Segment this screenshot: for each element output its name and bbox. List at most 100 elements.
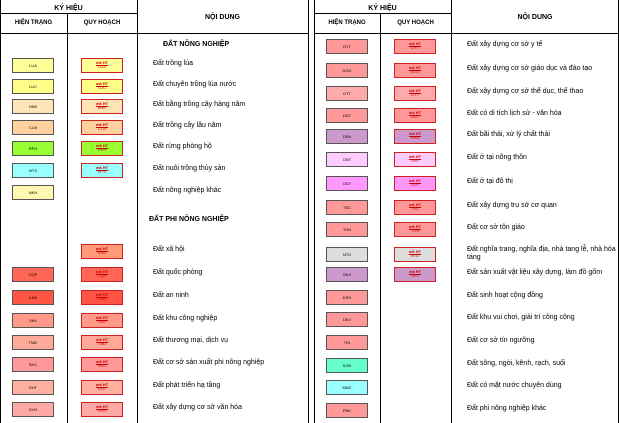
planned-header-left: QUY HOẠCH	[83, 20, 121, 26]
planned-swatch-dgd: mã HT DGD	[394, 62, 436, 78]
planned-code-label: DYT	[411, 45, 419, 50]
planned-marker-label: mã HT	[95, 268, 109, 274]
planned-swatch-skk: mã HT SKK	[81, 312, 123, 328]
planned-code-label: ONT	[410, 158, 420, 163]
planned-marker-label: mã HT	[95, 291, 109, 297]
planned-code-label: DDT	[410, 114, 420, 119]
planned-code-label: DXH	[97, 250, 107, 255]
current-swatch-mnc: MNC	[326, 379, 368, 395]
legend-description: Đất chuyên trồng lúa nước	[153, 81, 237, 88]
current-swatch-ont: ONT	[326, 151, 368, 167]
current-swatch-dvh: DVH	[12, 401, 54, 417]
legend-description: Đất rừng phòng hộ	[153, 143, 212, 150]
planned-marker-label: mã HT	[95, 403, 109, 409]
planned-code-label: DTT	[411, 92, 419, 97]
planned-code-label: ODT	[410, 182, 420, 187]
planned-marker-label: mã HT	[408, 87, 422, 93]
legend-description: Đất khu vui chơi, giải trí công cộng	[467, 314, 575, 321]
planned-header-right: QUY HOẠCH	[397, 20, 434, 26]
planned-swatch-luc: mã HT LUC	[81, 78, 123, 94]
planned-marker-label: mã HT	[408, 64, 422, 70]
current-swatch-lua: LUA	[12, 57, 54, 73]
current-swatch-skk: SKK	[12, 312, 54, 328]
planned-marker-label: mã HT	[408, 201, 422, 207]
planned-code-label: SKX	[410, 273, 419, 278]
current-swatch-dgd: DGD	[326, 62, 368, 78]
current-swatch-pnk: PNK	[326, 402, 368, 418]
legend-description: Đất khu công nghiệp	[153, 315, 218, 322]
content-header-left: NỘI DUNG	[205, 14, 240, 21]
planned-swatch-skx: mã HT SKX	[394, 266, 436, 282]
planned-swatch-ton: mã HT TON	[394, 221, 436, 237]
planned-marker-label: mã HT	[95, 381, 109, 387]
planned-marker-label: mã HT	[408, 223, 422, 229]
content-header-right: NỘI DUNG	[517, 14, 553, 21]
planned-swatch-dra: mã HT DRA	[394, 128, 436, 144]
planned-code-label: DHT	[97, 386, 107, 391]
legend-description: Đất xây dựng cơ sở giáo dục và đào tạo	[467, 65, 593, 72]
divider-line	[0, 33, 308, 34]
current-swatch-tin: TIN	[326, 334, 368, 350]
legend-header-left: KÝ HIỆU	[54, 5, 83, 12]
current-swatch-dsh: DSH	[326, 289, 368, 305]
planned-marker-label: mã HT	[95, 245, 109, 251]
planned-marker-label: mã HT	[408, 130, 422, 136]
current-swatch-nkh: NKH	[12, 184, 54, 200]
legend-description: Đất trồng cây lâu năm	[153, 122, 222, 129]
divider-line	[451, 0, 452, 423]
legend-header-right: KÝ HIỆU	[368, 5, 397, 12]
planned-code-label: TMD	[97, 341, 107, 346]
current-swatch-dht: DHT	[12, 379, 54, 395]
planned-marker-label: mã HT	[95, 164, 109, 170]
legend-description: Đất nông nghiệp khác	[153, 187, 222, 194]
planned-marker-label: mã HT	[95, 100, 109, 106]
planned-code-label: TON	[410, 228, 420, 233]
current-swatch-dra: DRA	[326, 128, 368, 144]
legend-description: Đất bằng trồng cây hàng năm	[153, 101, 246, 108]
legend-description: Đất sông, ngòi, kênh, rạch, suối	[467, 360, 566, 367]
planned-swatch-cln: mã HT CLN	[81, 119, 123, 135]
current-swatch-skx: SKX	[326, 266, 368, 282]
planned-marker-label: mã HT	[95, 80, 109, 86]
legend-description: Đất cơ sở tôn giáo	[467, 224, 525, 231]
planned-code-label: NTD	[410, 253, 420, 258]
planned-code-label: SKC	[97, 363, 107, 368]
planned-code-label: NTS	[98, 169, 106, 174]
legend-description: Đất ở tại nông thôn	[467, 154, 527, 161]
legend-description: Đất quốc phòng	[153, 269, 203, 276]
planned-marker-label: mã HT	[95, 314, 109, 320]
planned-marker-label: mã HT	[95, 336, 109, 342]
planned-marker-label: mã HT	[408, 153, 422, 159]
legend-description: Đất thương mại, dịch vụ	[153, 337, 229, 344]
legend-description: Đất xã hội	[153, 246, 185, 253]
legend-description: Đất xây dựng cơ sở văn hóa	[153, 404, 242, 411]
divider-line	[0, 13, 137, 14]
section-agri-title: ĐẤT NÔNG NGHIỆP	[163, 41, 230, 48]
current-swatch-can: CAN	[12, 289, 54, 305]
current-swatch-ton: TON	[326, 221, 368, 237]
legend-description: Đất trồng lúa	[153, 60, 194, 67]
current-swatch-luc: LUC	[12, 78, 54, 94]
planned-swatch-nts: mã HT NTS	[81, 162, 123, 178]
planned-marker-label: mã HT	[95, 142, 109, 148]
current-swatch-tmd: TMD	[12, 334, 54, 350]
divider-line	[67, 14, 68, 423]
planned-swatch-bhk: mã HT BHK	[81, 98, 123, 114]
legend-description: Đất sản xuất vật liệu xây dựng, làm đồ g…	[467, 269, 603, 276]
planned-code-label: DRA	[410, 135, 420, 140]
divider-line	[380, 14, 381, 423]
planned-marker-label: mã HT	[408, 248, 422, 254]
planned-swatch-dht: mã HT DHT	[81, 379, 123, 395]
planned-marker-label: mã HT	[95, 59, 109, 65]
planned-swatch-skc: mã HT SKC	[81, 356, 123, 372]
planned-code-label: TSC	[411, 206, 419, 211]
planned-swatch-ntd: mã HT NTD	[394, 246, 436, 262]
planned-marker-label: mã HT	[408, 177, 422, 183]
current-header-right: HIỆN TRẠNG	[328, 20, 366, 26]
planned-code-label: RPH	[97, 147, 107, 152]
legend-description: Đất phát triển hạ tầng	[153, 382, 221, 389]
legend-description: Đất xây dựng trụ sở cơ quan	[467, 202, 557, 209]
planned-swatch-lua: mã HT LUA	[81, 57, 123, 73]
planned-code-label: LUA	[98, 64, 106, 69]
planned-swatch-odt: mã HT ODT	[394, 175, 436, 191]
